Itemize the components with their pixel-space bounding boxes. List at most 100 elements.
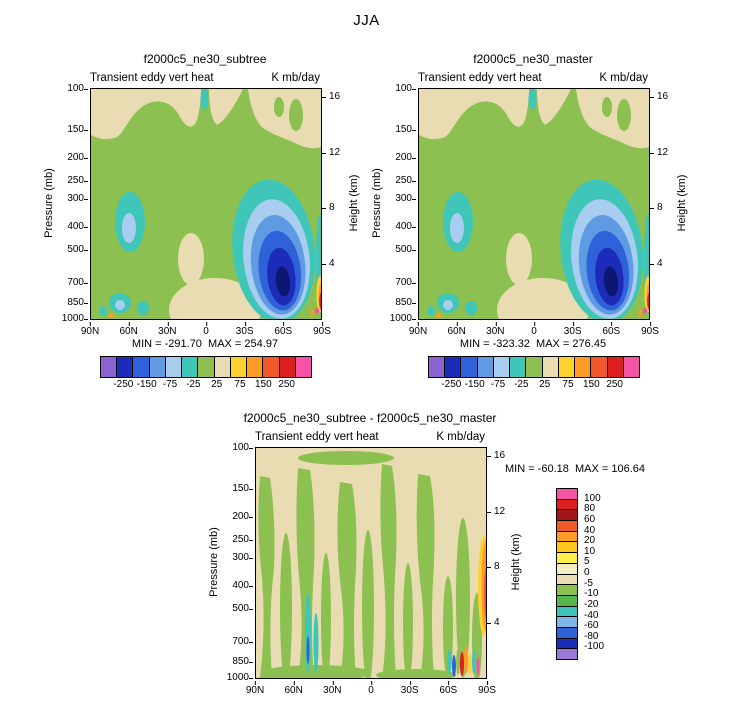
colorbar-cell bbox=[557, 489, 577, 500]
colorbar-cell bbox=[445, 357, 462, 377]
pressure-tick-label: 700 bbox=[232, 636, 253, 648]
difference-colorbar-labels: 100 80 60 40 20 10 5 0 -5 -10 -20 -40 -60 -80 -100 bbox=[582, 488, 616, 658]
colorbar-cell bbox=[117, 357, 134, 377]
colorbar-cell bbox=[557, 585, 577, 596]
colorbar-cell bbox=[607, 357, 624, 377]
contour-field-svg bbox=[91, 89, 321, 319]
pressure-tick-label: 850 bbox=[232, 655, 253, 667]
pressure-tick-label: 500 bbox=[67, 243, 88, 255]
colorbar bbox=[100, 356, 312, 378]
pressure-tick-label: 500 bbox=[395, 243, 416, 255]
field-name-label: Transient eddy vert heat bbox=[90, 72, 214, 84]
lat-tick-label: 60N bbox=[447, 322, 466, 337]
colorbar-cell bbox=[557, 553, 577, 564]
colorbar-labels: -250 -150 -75 -25 25 75 150 250 bbox=[100, 380, 310, 392]
latitude-axis-ticks: 90N 60N 30N 0 30S 60S 90S bbox=[81, 322, 331, 338]
height-tick-label: 16 bbox=[649, 91, 669, 103]
colorbar-cell bbox=[557, 531, 577, 543]
colorbar-cell bbox=[230, 357, 248, 377]
height-axis-ticks: 16 12 8 4 bbox=[486, 448, 531, 678]
pressure-tick-label: 250 bbox=[232, 533, 253, 545]
colorbar-cell bbox=[542, 357, 559, 377]
pressure-tick-label: 1000 bbox=[226, 672, 254, 683]
colorbar-label: 100 bbox=[584, 492, 601, 504]
lat-tick-label: 30N bbox=[486, 322, 505, 337]
lat-tick-label: 90S bbox=[641, 322, 659, 337]
colorbar bbox=[428, 356, 640, 378]
panel-title: f2000c5_ne30_subtree bbox=[143, 52, 267, 66]
colorbar-label: -80 bbox=[584, 630, 599, 642]
field-name-label: Transient eddy vert heat bbox=[418, 72, 542, 84]
colorbar-label: -20 bbox=[584, 598, 599, 610]
lat-tick-label: 90N bbox=[408, 322, 428, 337]
height-axis-ticks: 16 12 8 4 bbox=[649, 89, 694, 319]
colorbar-cell bbox=[558, 357, 576, 377]
height-tick-label: 12 bbox=[321, 146, 341, 158]
colorbar-cell bbox=[101, 357, 118, 377]
colorbar-cell bbox=[575, 357, 592, 377]
panel-subtitle-row: Transient eddy vert heat K mb/day bbox=[418, 72, 648, 84]
pressure-tick-label: 300 bbox=[232, 551, 253, 563]
height-tick-label: 12 bbox=[649, 146, 669, 158]
lat-tick-label: 90N bbox=[80, 322, 100, 337]
colorbar-cell bbox=[279, 357, 296, 377]
colorbar-label: -25 bbox=[514, 379, 529, 390]
colorbar-label: -250 bbox=[441, 379, 462, 390]
colorbar-label: -40 bbox=[584, 609, 599, 621]
contour-plot-subtree bbox=[90, 88, 322, 320]
minmax-label: MIN = -60.18 MAX = 106.64 bbox=[505, 463, 646, 475]
pressure-tick-label: 150 bbox=[232, 482, 253, 494]
colorbar-cell bbox=[557, 510, 577, 522]
pressure-tick-label: 100 bbox=[67, 83, 88, 94]
colorbar-label: -150 bbox=[136, 379, 157, 390]
pressure-tick-label: 1000 bbox=[389, 313, 417, 324]
colorbar-cell bbox=[493, 357, 511, 377]
pressure-axis-ticks: 100 150 200 250 300 400 500 700 850 1000 bbox=[209, 443, 254, 683]
pressure-tick-label: 850 bbox=[395, 296, 416, 308]
field-name-label: Transient eddy vert heat bbox=[255, 431, 379, 443]
lat-tick-label: 0 bbox=[368, 681, 374, 696]
colorbar-cell bbox=[295, 357, 312, 377]
lat-tick-label: 0 bbox=[531, 322, 537, 337]
colorbar-label: -5 bbox=[584, 577, 593, 589]
colorbar-cell bbox=[557, 595, 577, 607]
pressure-tick-label: 100 bbox=[395, 83, 416, 94]
units-label: K mb/day bbox=[436, 431, 485, 443]
pressure-tick-label: 400 bbox=[395, 221, 416, 233]
colorbar-cell bbox=[557, 638, 577, 650]
page-title: JJA bbox=[353, 12, 380, 29]
colorbar-cell bbox=[557, 499, 577, 511]
height-tick-label: 4 bbox=[322, 257, 335, 269]
panel-master: f2000c5_ne30_master Transient eddy vert … bbox=[368, 50, 698, 400]
colorbar-label: 10 bbox=[584, 545, 596, 557]
pressure-tick-label: 200 bbox=[232, 511, 253, 523]
pressure-axis-ticks: 100 150 200 250 300 400 500 700 850 1000 bbox=[372, 84, 417, 324]
colorbar-cell bbox=[591, 357, 608, 377]
height-tick-label: 16 bbox=[486, 450, 506, 462]
colorbar-cell bbox=[557, 521, 577, 532]
colorbar-cell bbox=[214, 357, 231, 377]
colorbar-cell bbox=[557, 574, 577, 586]
contour-plot-difference bbox=[255, 447, 487, 679]
pressure-tick-label: 200 bbox=[67, 152, 88, 164]
colorbar-label: -75 bbox=[162, 379, 178, 390]
colorbar-cell bbox=[557, 627, 577, 639]
colorbar-cell bbox=[198, 357, 215, 377]
colorbar-label: 0 bbox=[584, 567, 590, 578]
panel-difference: f2000c5_ne30_subtree - f2000c5_ne30_mast… bbox=[205, 409, 645, 701]
colorbar-label: 40 bbox=[584, 524, 596, 536]
colorbar-label: 250 bbox=[606, 379, 623, 390]
colorbar-cell bbox=[133, 357, 150, 377]
lat-tick-label: 30S bbox=[563, 322, 582, 337]
pressure-tick-label: 150 bbox=[395, 123, 416, 135]
pressure-tick-label: 300 bbox=[395, 192, 416, 204]
colorbar-label: -150 bbox=[464, 379, 485, 390]
pressure-tick-label: 400 bbox=[232, 580, 253, 592]
colorbar-cell bbox=[149, 357, 166, 377]
colorbar-label: 75 bbox=[562, 379, 574, 390]
colorbar-label: 25 bbox=[539, 379, 551, 390]
colorbar-cell bbox=[461, 357, 478, 377]
colorbar-cell bbox=[510, 357, 527, 377]
panel-subtitle-row: Transient eddy vert heat K mb/day bbox=[90, 72, 320, 84]
height-tick-label: 4 bbox=[487, 616, 500, 628]
